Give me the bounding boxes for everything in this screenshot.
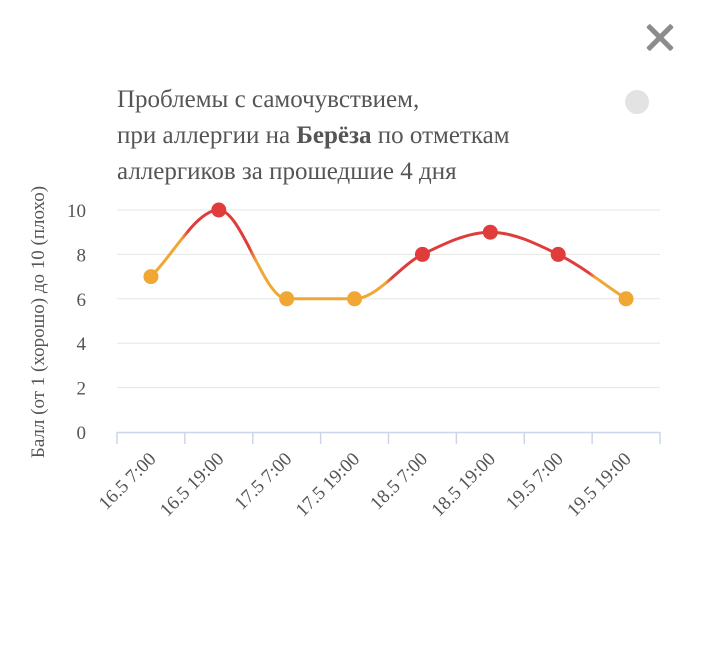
x-tick-label: 16.5 7:00 bbox=[95, 449, 161, 515]
x-axis bbox=[116, 431, 661, 444]
series-segment bbox=[490, 230, 559, 256]
y-axis-label: Балл (от 1 (хорошо) до 10 (плохо) bbox=[28, 186, 49, 458]
x-tick-label: 19.5 7:00 bbox=[502, 449, 568, 515]
title-line-2-post: по отметкам bbox=[371, 122, 510, 149]
chart-title: Проблемы с самочувствием, при аллергии н… bbox=[117, 82, 597, 190]
y-tick-label: 6 bbox=[77, 290, 87, 311]
x-tick-label: 18.5 19:00 bbox=[428, 449, 500, 521]
x-tick-label: 17.5 19:00 bbox=[292, 449, 364, 521]
y-tick-label: 4 bbox=[77, 334, 87, 355]
x-tick-label: 18.5 7:00 bbox=[366, 449, 432, 515]
y-tick-label: 0 bbox=[77, 423, 87, 444]
data-point[interactable] bbox=[347, 291, 363, 307]
title-line-2-pre: при аллергии на bbox=[117, 122, 297, 149]
series-segment bbox=[354, 253, 424, 301]
data-point[interactable] bbox=[414, 246, 430, 262]
data-points bbox=[143, 202, 634, 307]
series-segment bbox=[218, 208, 288, 301]
y-tick-label: 10 bbox=[67, 201, 86, 222]
circle-icon[interactable] bbox=[625, 90, 649, 114]
data-point[interactable] bbox=[618, 291, 634, 307]
data-point[interactable] bbox=[143, 269, 159, 285]
title-line-3: аллергиков за прошедшие 4 дня bbox=[117, 158, 457, 185]
x-tick-label: 17.5 7:00 bbox=[231, 449, 297, 515]
series-segment bbox=[421, 230, 491, 256]
y-tick-labels: 0 2 4 6 8 10 bbox=[67, 201, 87, 444]
data-point[interactable] bbox=[211, 202, 227, 218]
data-point[interactable] bbox=[550, 246, 566, 262]
data-point[interactable] bbox=[279, 291, 295, 307]
x-tick-label: 16.5 19:00 bbox=[156, 449, 228, 521]
y-tick-label: 2 bbox=[77, 379, 87, 400]
title-line-1: Проблемы с самочувствием, bbox=[117, 86, 420, 113]
x-tick-label: 19.5 19:00 bbox=[563, 449, 635, 521]
series-segment bbox=[557, 253, 627, 301]
y-tick-label: 8 bbox=[77, 245, 87, 266]
series-segment bbox=[149, 208, 219, 278]
title-allergen: Берёза bbox=[296, 122, 372, 149]
grid-lines bbox=[117, 209, 660, 389]
data-point[interactable] bbox=[482, 224, 498, 240]
